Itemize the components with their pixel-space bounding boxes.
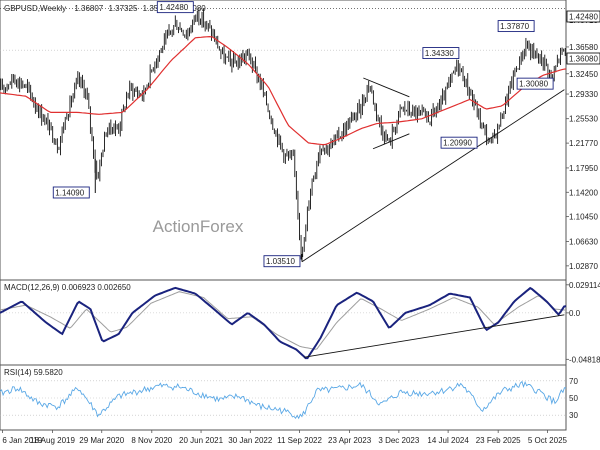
svg-text:1.42480: 1.42480 [569,13,598,22]
x-tick-label: 8 Nov 2020 [131,436,172,445]
price-annotations: 1.42480 1.14090 1.03510 1.34330 1.20990 1.378… [52,1,554,268]
price-level-label: 1.14090 [55,188,84,197]
price-y-tick-label: 1.21770 [569,139,598,148]
price-y-tick-label: 1.02870 [569,262,598,271]
price-level-label-box [440,136,478,149]
rsi-line [0,380,567,420]
price-y-axis: 1.407101.365801.324501.293301.255301.217… [0,8,598,271]
price-level-label-box [52,186,90,199]
high-price-tag: 1.42480 [566,10,600,23]
price-y-tick-label: 1.10450 [569,213,598,222]
price-level-label: 1.30080 [519,80,548,89]
x-tick-label: 30 Jan 2022 [228,436,273,445]
svg-text:1.36080: 1.36080 [569,55,598,64]
price-trendline [301,89,565,263]
x-tick-label: 23 Feb 2025 [476,436,521,445]
price-level-label: 1.37870 [500,22,529,31]
watermark: ActionForex [153,217,244,236]
macd-y-tick-label: 0.029114 [569,281,600,290]
price-level-label: 1.20990 [443,139,472,148]
last-price-tag: 1.36080 [566,52,600,65]
rsi-header: RSI(14) 59.5820 [4,368,63,377]
macd-y-axis: 0.029114 0.0 -0.048189 [0,281,600,364]
price-level-label-box [422,47,460,60]
price-trendline [372,133,410,150]
rsi-y-tick-label: 30 [569,411,578,420]
x-tick-label: 23 Apr 2023 [328,436,372,445]
x-tick-label: 3 Dec 2023 [378,436,419,445]
rsi-plot [0,380,567,420]
rsi-y-tick-label: 50 [569,394,578,403]
rsi-y-axis: 70 50 30 [0,377,578,420]
macd-y-tick-label: -0.048189 [569,355,600,364]
x-tick-label: 11 Sep 2022 [277,436,322,445]
moving-average-line [0,35,567,146]
macd-trendline [304,314,565,358]
macd-line [0,286,567,360]
price-trendline [363,77,410,98]
x-tick-label: 5 Oct 2025 [528,436,568,445]
x-tick-label: 29 Mar 2020 [79,436,124,445]
price-y-tick-label: 1.25530 [569,115,598,124]
x-tick-label: 20 Jun 2021 [179,436,224,445]
price-level-label: 1.03510 [266,257,295,266]
macd-header: MACD(12,26,9) 0.006923 0.002650 [4,283,131,292]
x-tick-label: 14 Jul 2024 [427,436,469,445]
price-level-label-box [263,255,301,268]
price-level-label-box [156,1,194,14]
price-level-label-box [516,77,554,90]
price-plot [0,8,567,263]
rsi-panel [0,364,567,431]
rsi-y-tick-label: 70 [569,377,578,386]
x-tick-label: 6 Jan 2019 [2,436,42,445]
price-y-tick-label: 1.17950 [569,164,598,173]
price-y-tick-label: 1.36580 [569,43,598,52]
x-tick-label: 18 Aug 2019 [30,436,75,445]
price-level-label: 1.34330 [425,49,454,58]
macd-signal-line [0,291,566,350]
price-y-tick-label: 1.06630 [569,237,598,246]
price-y-tick-label: 1.32450 [569,70,598,79]
price-y-tick-label: 1.14200 [569,188,598,197]
price-level-label: 1.42480 [159,3,188,12]
macd-y-tick-label: 0.0 [569,309,581,318]
price-y-tick-label: 1.29330 [569,90,598,99]
macd-plot [0,286,567,360]
price-level-label-box [497,20,535,33]
